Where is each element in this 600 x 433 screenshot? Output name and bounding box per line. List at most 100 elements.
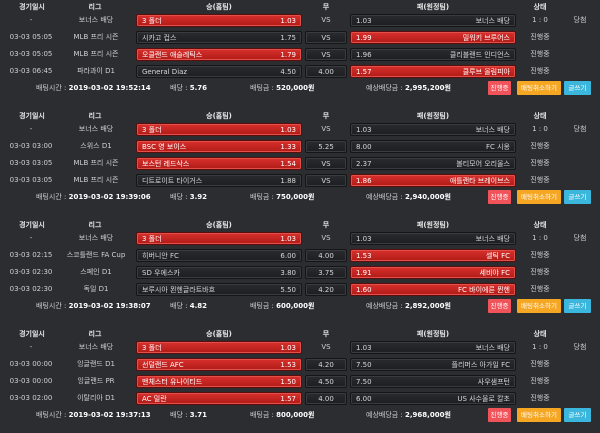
home-pick[interactable]: 3 폴더 1.03: [136, 341, 302, 354]
cancel-bet-button[interactable]: 배팅취소하기: [517, 81, 561, 95]
away-pick[interactable]: 2.37 볼티모어 오리올스: [350, 157, 516, 170]
away-pick[interactable]: 7.50 플리머스 아가일 FC: [350, 358, 516, 371]
draw-pick[interactable]: 4.20: [305, 358, 347, 371]
draw-pick[interactable]: 4.00: [305, 392, 347, 405]
away-pick[interactable]: 1.03 보너스 배당: [350, 14, 516, 27]
home-pick[interactable]: 보루시아 묀헨글라트바흐 5.50: [136, 283, 302, 296]
home-pick[interactable]: 선덜랜드 AFC 1.53: [136, 358, 302, 371]
home-pick[interactable]: 3 폴더 1.03: [136, 232, 302, 245]
home-pick[interactable]: 히버니안 FC 6.00: [136, 249, 302, 262]
header-home: 승(홈팀): [206, 112, 232, 120]
header-status: 상태: [533, 3, 547, 11]
header-date: 경기일시: [19, 3, 45, 11]
write-post-button[interactable]: 글쓰기: [564, 408, 591, 422]
home-pick[interactable]: 맨체스터 유나이티드 1.50: [136, 375, 302, 388]
draw-pick[interactable]: 3.75: [305, 266, 347, 279]
home-pick[interactable]: 3 폴더 1.03: [136, 123, 302, 136]
in-progress-button[interactable]: 진행중: [488, 299, 511, 313]
game-result: 당첨: [573, 234, 587, 242]
draw-pick[interactable]: 4.00: [305, 249, 347, 262]
home-pick[interactable]: BSC 영 보이스 1.33: [136, 140, 302, 153]
away-odds: 1.60: [356, 286, 372, 294]
home-pick[interactable]: General Diaz 4.50: [136, 65, 302, 78]
home-pick[interactable]: 디트로이트 타이거스 1.88: [136, 174, 302, 187]
total-odds-value: 5.76: [189, 84, 207, 92]
away-pick[interactable]: 1.03 보너스 배당: [350, 232, 516, 245]
away-pick[interactable]: 1.03 보너스 배당: [350, 123, 516, 136]
header-draw: 무: [322, 330, 330, 338]
away-pick[interactable]: 1.86 애틀랜타 브레이브스: [350, 174, 516, 187]
away-pick[interactable]: 1.99 밀워키 브루어스: [350, 31, 516, 44]
away-team: 애틀랜타 브레이브스: [449, 177, 510, 185]
draw-pick[interactable]: VS: [305, 48, 347, 61]
bet-time-label: 배팅시간 :: [36, 411, 67, 419]
home-odds: 1.57: [280, 395, 296, 403]
bet-time: 배팅시간 : 2019-03-02 19:38:07: [36, 299, 151, 313]
game-status: 1 : 0: [532, 343, 548, 351]
game-row: 03-03 03:05 MLB 프리 시즌 디트로이트 타이거스 1.88 VS 1.86…: [0, 173, 600, 188]
game-row: - 보너스 배당 3 폴더 1.03 VS 1.03 보너스 배당 1 : 0 당첨: [0, 13, 600, 28]
home-odds: 1.03: [280, 235, 296, 243]
in-progress-button[interactable]: 진행중: [488, 190, 511, 204]
write-post-button[interactable]: 글쓰기: [564, 299, 591, 313]
home-pick[interactable]: AC 밀란 1.57: [136, 392, 302, 405]
home-odds: 1.75: [280, 34, 296, 42]
away-pick[interactable]: 1.91 세비야 FC: [350, 266, 516, 279]
away-team: FC 바이에른 뮌헨: [457, 286, 510, 294]
expected-payout: 예상배당금 : 2,995,200원: [366, 81, 451, 95]
bet-time: 배팅시간 : 2019-03-02 19:37:13: [36, 408, 151, 422]
bet-summary: 배팅시간 : 2019-03-02 19:37:13 배당 : 3.71 배팅금 :…: [0, 408, 600, 422]
write-post-button[interactable]: 글쓰기: [564, 81, 591, 95]
game-date: 03-03 03:05: [9, 176, 53, 184]
home-pick[interactable]: 3 폴더 1.03: [136, 14, 302, 27]
game-date: -: [29, 343, 33, 351]
cancel-bet-button[interactable]: 배팅취소하기: [517, 299, 561, 313]
away-pick[interactable]: 1.60 FC 바이에른 뮌헨: [350, 283, 516, 296]
away-pick[interactable]: 6.00 US 사수올로 칼초: [350, 392, 516, 405]
bet-amount-label: 배팅금 :: [250, 84, 274, 92]
away-pick[interactable]: 1.53 셀틱 FC: [350, 249, 516, 262]
in-progress-button[interactable]: 진행중: [488, 81, 511, 95]
away-pick[interactable]: 1.96 클리블랜드 인디언스: [350, 48, 516, 61]
draw-pick[interactable]: VS: [305, 31, 347, 44]
away-team: 클리블랜드 인디언스: [449, 51, 510, 59]
away-pick[interactable]: 8.00 FC 시옹: [350, 140, 516, 153]
table-header: 경기일시 리그 승(홈팀) 무 패(원정팀) 상태: [0, 329, 600, 339]
home-pick[interactable]: SD 우에스카 3.80: [136, 266, 302, 279]
home-pick[interactable]: 보스턴 레드삭스 1.54: [136, 157, 302, 170]
total-odds-label: 배당 :: [170, 193, 188, 201]
away-team: 사우샘프턴: [477, 378, 510, 386]
game-status: 진행중: [530, 176, 550, 184]
draw-pick[interactable]: 4.50: [305, 375, 347, 388]
draw-pick[interactable]: 4.00: [305, 65, 347, 78]
cancel-bet-button[interactable]: 배팅취소하기: [517, 190, 561, 204]
league-name: 파라과이 D1: [77, 67, 115, 75]
game-status: 1 : 0: [532, 16, 548, 24]
bet-time-label: 배팅시간 :: [36, 302, 67, 310]
total-odds: 배당 : 5.76: [170, 81, 207, 95]
bet-amount: 배팅금 : 800,000원: [250, 408, 314, 422]
home-pick[interactable]: 오클랜드 애슬레틱스 1.79: [136, 48, 302, 61]
header-away: 패(원정팀): [416, 221, 450, 229]
bet-time-value: 2019-03-02 19:37:13: [68, 411, 151, 419]
away-team: 보너스 배당: [475, 126, 510, 134]
away-odds: 2.37: [356, 160, 372, 168]
draw-pick[interactable]: 4.20: [305, 283, 347, 296]
away-pick[interactable]: 1.03 보너스 배당: [350, 341, 516, 354]
home-pick[interactable]: 시카고 컵스 1.75: [136, 31, 302, 44]
in-progress-button[interactable]: 진행중: [488, 408, 511, 422]
cancel-bet-button[interactable]: 배팅취소하기: [517, 408, 561, 422]
write-post-button[interactable]: 글쓰기: [564, 190, 591, 204]
away-pick[interactable]: 7.50 사우샘프턴: [350, 375, 516, 388]
away-team: 보너스 배당: [475, 344, 510, 352]
total-odds-label: 배당 :: [170, 411, 188, 419]
home-odds: 5.50: [280, 286, 296, 294]
home-odds: 3.80: [280, 269, 296, 277]
game-date: 03-03 05:05: [9, 33, 53, 41]
draw-pick[interactable]: VS: [305, 174, 347, 187]
draw-pick[interactable]: VS: [305, 157, 347, 170]
league-name: 스위스 D1: [80, 142, 112, 150]
away-pick[interactable]: 1.57 클루브 올림피아: [350, 65, 516, 78]
game-date: 03-03 02:30: [9, 268, 53, 276]
draw-pick[interactable]: 5.25: [305, 140, 347, 153]
